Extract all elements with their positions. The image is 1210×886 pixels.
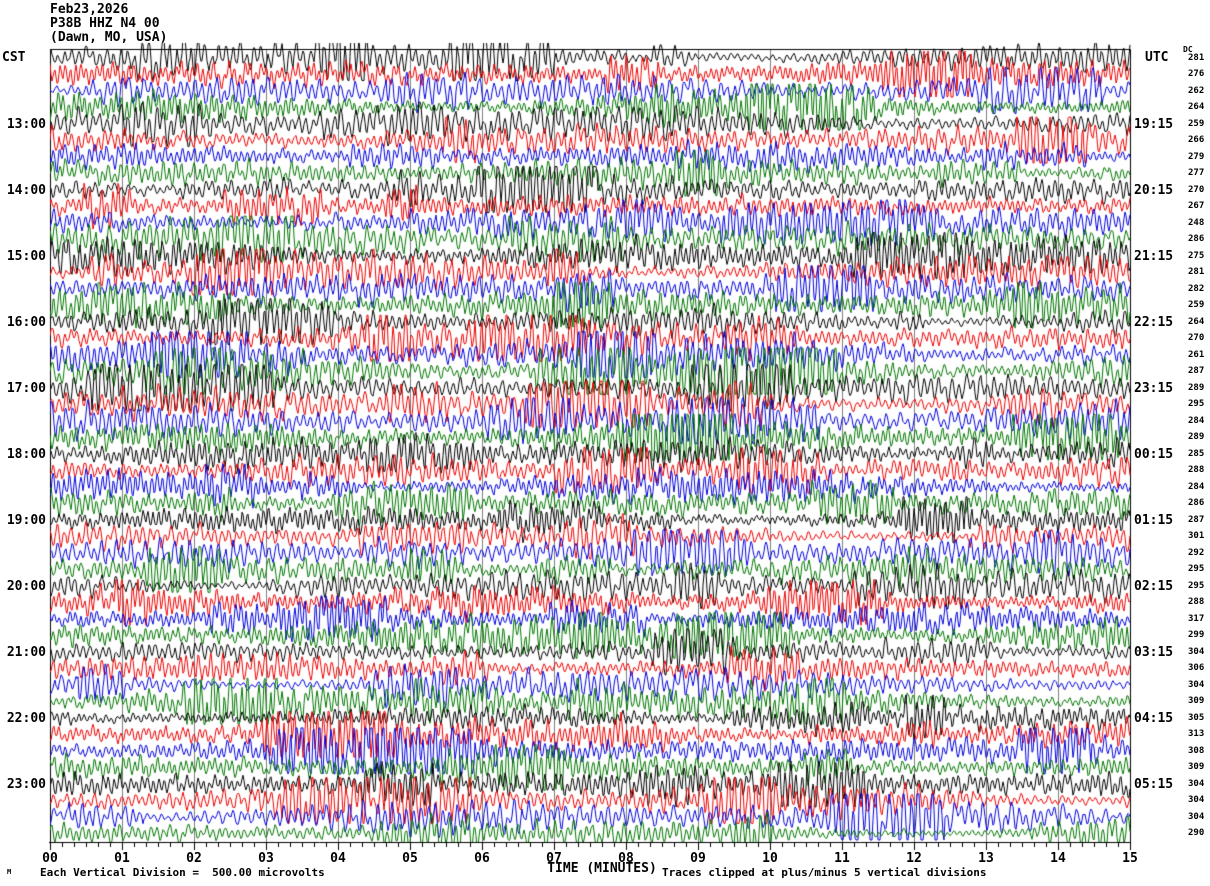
dc-offset-value: 264 (1188, 102, 1205, 113)
x-axis-tick-label: 09 (690, 851, 706, 866)
cst-time-label: 19:00 (6, 512, 46, 528)
dc-offset-value: 304 (1188, 778, 1205, 789)
header-station-location: (Dawn, MO, USA) (50, 30, 168, 45)
dc-column-header: DC (1183, 45, 1193, 54)
dc-offset-value: 306 (1188, 663, 1205, 674)
x-axis-tick-label: 07 (546, 851, 562, 866)
x-axis-tick-label: 14 (1050, 851, 1066, 866)
right-timezone-label: UTC (1145, 50, 1169, 65)
utc-time-label: 04:15 (1134, 710, 1174, 726)
dc-offset-value: 290 (1188, 828, 1205, 839)
dc-offset-value: 267 (1188, 201, 1205, 212)
dc-offset-value: 289 (1188, 382, 1205, 393)
vertical-division-scale-note: Each Vertical Division = 500.00 microvol… (40, 866, 325, 879)
utc-time-label: 22:15 (1134, 314, 1174, 330)
dc-offset-value: 288 (1188, 597, 1205, 608)
trace-clip-note: Traces clipped at plus/minus 5 vertical … (662, 866, 987, 879)
dc-offset-value: 295 (1188, 399, 1205, 410)
dc-offset-value: 304 (1188, 795, 1205, 806)
dc-offset-value: 301 (1188, 531, 1205, 542)
dc-offset-value: 308 (1188, 745, 1205, 756)
cst-time-label: 22:00 (6, 710, 46, 726)
cst-time-label: 13:00 (6, 116, 46, 132)
dc-offset-value: 286 (1188, 498, 1205, 509)
x-axis-tick-label: 13 (978, 851, 994, 866)
dc-offset-value: 262 (1188, 85, 1205, 96)
dc-offset-value: 309 (1188, 696, 1205, 707)
dc-offset-value: 299 (1188, 630, 1205, 641)
x-axis-tick-label: 06 (474, 851, 490, 866)
x-axis-tick-label: 04 (330, 851, 346, 866)
x-axis-tick-label: 15 (1122, 851, 1138, 866)
utc-time-label: 03:15 (1134, 644, 1174, 660)
cst-time-label: 17:00 (6, 380, 46, 396)
dc-offset-value: 304 (1188, 811, 1205, 822)
x-axis-tick-label: 10 (762, 851, 778, 866)
x-axis-tick-label: 02 (186, 851, 202, 866)
dc-offset-value: 259 (1188, 118, 1205, 129)
x-axis-tick-label: 05 (402, 851, 418, 866)
utc-time-label: 21:15 (1134, 248, 1174, 264)
cst-time-label: 21:00 (6, 644, 46, 660)
x-axis-tick-label: 03 (258, 851, 274, 866)
dc-offset-value: 288 (1188, 465, 1205, 476)
utc-time-label: 02:15 (1134, 578, 1174, 594)
dc-offset-value: 277 (1188, 168, 1205, 179)
dc-offset-value: 281 (1188, 52, 1205, 63)
dc-offset-value: 279 (1188, 151, 1205, 162)
dc-offset-value: 295 (1188, 564, 1205, 575)
utc-time-label: 01:15 (1134, 512, 1174, 528)
utc-time-label: 20:15 (1134, 182, 1174, 198)
dc-offset-value: 289 (1188, 432, 1205, 443)
dc-offset-value: 313 (1188, 729, 1205, 740)
utc-time-label: 00:15 (1134, 446, 1174, 462)
x-axis-title: TIME (MINUTES) (547, 861, 657, 876)
dc-offset-value: 275 (1188, 250, 1205, 261)
dc-offset-value: 305 (1188, 712, 1205, 723)
x-axis-tick-label: 12 (906, 851, 922, 866)
header-date: Feb23,2026 (50, 2, 129, 17)
left-timezone-label: CST (2, 50, 26, 65)
dc-offset-value: 284 (1188, 415, 1205, 426)
cst-time-label: 16:00 (6, 314, 46, 330)
header-station-id: P38B HHZ N4 00 (50, 16, 160, 31)
cst-time-label: 14:00 (6, 182, 46, 198)
dc-offset-value: 285 (1188, 448, 1205, 459)
dc-offset-value: 259 (1188, 300, 1205, 311)
cst-time-label: 18:00 (6, 446, 46, 462)
x-axis-tick-label: 01 (114, 851, 130, 866)
x-axis-tick-label: 11 (834, 851, 850, 866)
dc-offset-value: 266 (1188, 135, 1205, 146)
dc-offset-value: 261 (1188, 349, 1205, 360)
utc-time-label: 19:15 (1134, 116, 1174, 132)
dc-offset-value: 284 (1188, 481, 1205, 492)
cst-time-label: 15:00 (6, 248, 46, 264)
dc-offset-value: 304 (1188, 646, 1205, 657)
cst-time-label: 20:00 (6, 578, 46, 594)
dc-offset-value: 295 (1188, 580, 1205, 591)
dc-offset-value: 317 (1188, 613, 1205, 624)
dc-offset-value: 264 (1188, 316, 1205, 327)
corner-watermark-glyph: M (7, 868, 12, 876)
dc-offset-value: 287 (1188, 514, 1205, 525)
x-axis-tick-label: 08 (618, 851, 634, 866)
dc-offset-value: 281 (1188, 267, 1205, 278)
dc-offset-value: 270 (1188, 333, 1205, 344)
utc-time-label: 23:15 (1134, 380, 1174, 396)
dc-offset-value: 309 (1188, 762, 1205, 773)
dc-offset-value: 248 (1188, 217, 1205, 228)
cst-time-label: 23:00 (6, 776, 46, 792)
dc-offset-value: 270 (1188, 184, 1205, 195)
dc-offset-value: 276 (1188, 69, 1205, 79)
utc-time-label: 05:15 (1134, 776, 1174, 792)
x-axis-tick-label: 00 (42, 851, 58, 866)
dc-offset-value: 286 (1188, 234, 1205, 245)
dc-offset-value: 287 (1188, 366, 1205, 377)
dc-offset-value: 292 (1188, 547, 1205, 558)
dc-offset-value: 282 (1188, 283, 1205, 294)
dc-offset-value: 304 (1188, 679, 1205, 690)
